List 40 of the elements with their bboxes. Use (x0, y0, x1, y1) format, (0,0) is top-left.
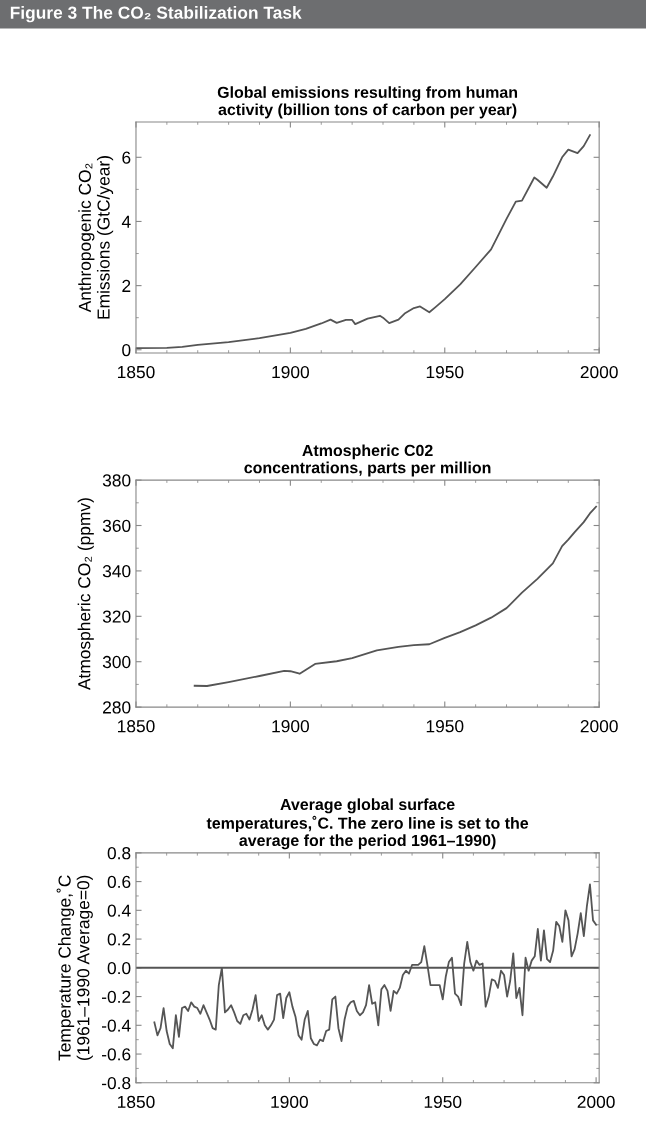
y-tick-label: 380 (102, 474, 131, 487)
y-axis-title: Anthropogenic CO₂ Emissions (GtC/year) (78, 156, 114, 319)
y-tick-label: 300 (102, 655, 131, 669)
x-tick-label: 1900 (271, 1095, 308, 1109)
y-tick-label: 340 (102, 565, 131, 578)
line-series (135, 134, 591, 350)
y-tick-label: 0.8 (107, 847, 131, 860)
y-tick-label: 0 (122, 343, 131, 357)
y-tick-label: 360 (102, 519, 131, 532)
y-tick-label: 2 (122, 279, 131, 292)
x-tick-label: 1950 (424, 1095, 462, 1109)
y-tick-label: -0.6 (101, 1048, 131, 1061)
x-tick-label: 2000 (580, 720, 618, 733)
line-series (193, 505, 597, 687)
x-tick-label: 1950 (426, 365, 464, 379)
y-tick-label: 0.4 (107, 904, 131, 917)
x-tick-label: 2000 (577, 1095, 615, 1109)
y-tick-label: 280 (103, 701, 131, 714)
x-tick-label: 2000 (580, 365, 618, 379)
x-tick-label: 1850 (118, 1095, 155, 1109)
y-axis-title: Temperature Change,˚C (1961–1990 Average=0) (56, 875, 93, 1061)
y-tick-label: 4 (121, 215, 131, 228)
x-tick-label: 1950 (426, 720, 464, 733)
x-tick-label: 1900 (272, 365, 310, 379)
y-tick-label: -0.8 (101, 1076, 131, 1090)
y-axis-title: Atmospheric CO₂ (ppmv) (77, 498, 94, 691)
y-tick-label: 0.2 (107, 933, 131, 946)
chart-title: Atmospheric C02 concentrations, parts per million (244, 444, 491, 477)
y-tick-label: -0.4 (101, 1019, 131, 1032)
caption: Figure 3 The CO₂ Stabilization Task (10, 6, 302, 23)
y-tick-label: 320 (102, 610, 131, 623)
y-tick-label: 6 (122, 151, 131, 164)
y-tick-label: 0.6 (107, 875, 131, 889)
y-tick-label: 0.0 (107, 961, 131, 975)
chart-title: Average global surface temperatures,˚C. The zero line is set to the average for the period 1961–1990) (206, 798, 529, 850)
x-tick-label: 1850 (118, 365, 155, 379)
x-tick-label: 1850 (118, 720, 155, 733)
chart-title: Global emissions resulting from human activity (billion tons of carbon per year) (217, 86, 518, 119)
y-tick-label: -0.2 (101, 990, 131, 1004)
x-tick-label: 1900 (272, 720, 310, 733)
